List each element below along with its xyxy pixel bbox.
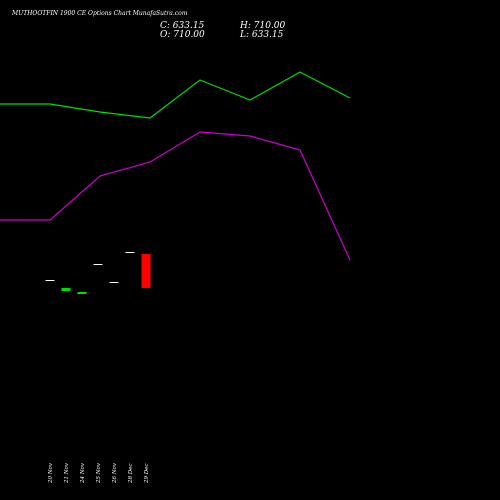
candle-20-nov bbox=[45, 280, 55, 281]
x-tick-label: 26 Nov bbox=[112, 462, 118, 484]
ohlc-low: L: 633.15 bbox=[239, 30, 284, 40]
indicator-lines bbox=[0, 71, 351, 261]
candle-26-nov bbox=[109, 282, 119, 283]
candle-body bbox=[109, 282, 119, 283]
candle-body bbox=[93, 264, 103, 265]
chart-title: MUTHOOTFIN 1900 CE Options Chart MunafaS… bbox=[11, 10, 188, 17]
x-axis-ticks: 20 Nov 21 Nov 24 Nov 25 Nov 26 Nov 28 Dec 29 D… bbox=[48, 462, 150, 484]
candle-29-dec bbox=[141, 254, 151, 288]
x-tick-label: 25 Nov bbox=[96, 462, 102, 484]
ohlc-close: C: 633.15 bbox=[160, 21, 205, 31]
candle-28-dec bbox=[125, 252, 135, 253]
x-tick-label: 24 Nov bbox=[80, 462, 86, 484]
candle-21-nov bbox=[61, 288, 71, 291]
x-tick-label: 28 Dec bbox=[128, 464, 134, 485]
candle-body bbox=[61, 288, 71, 291]
candle-body bbox=[45, 280, 55, 281]
candles bbox=[45, 252, 151, 294]
x-tick-label: 20 Nov bbox=[48, 462, 54, 484]
indicator-line-1 bbox=[0, 71, 351, 119]
indicator-line-2 bbox=[0, 131, 351, 261]
candle-25-nov bbox=[93, 264, 103, 265]
candle-24-nov bbox=[77, 292, 87, 294]
ohlc-open: O: 710.00 bbox=[160, 30, 205, 40]
ohlc-high: H: 710.00 bbox=[239, 21, 286, 31]
x-tick-label: 21 Nov bbox=[64, 462, 70, 484]
candle-body bbox=[141, 254, 151, 288]
x-tick-label: 29 Dec bbox=[144, 464, 150, 485]
candle-body bbox=[77, 292, 87, 294]
candle-body bbox=[125, 252, 135, 253]
